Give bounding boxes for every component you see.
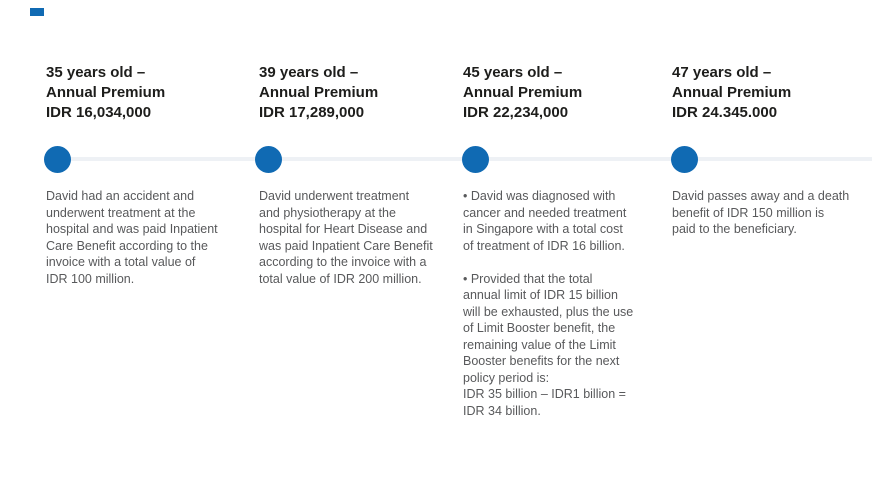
timeline-dot [44,146,71,173]
milestone-description-age-45: • David was diagnosed with cancer and ne… [463,189,634,418]
milestone-heading-age-35: 35 years old – Annual Premium IDR 16,034… [46,64,166,121]
milestone-heading-age-45: 45 years old – Annual Premium IDR 22,234… [463,64,583,121]
milestone-description-age-35: David had an accident and underwent trea… [46,189,218,286]
milestone-heading-age-39: 39 years old – Annual Premium IDR 17,289… [259,64,379,121]
milestone-description-age-47: David passes away and a death benefit of… [672,189,850,236]
milestone-description-age-39: David underwent treatment and physiother… [259,189,433,286]
timeline-dot [255,146,282,173]
timeline-dot [671,146,698,173]
brand-mark [30,8,44,16]
timeline-dot [462,146,489,173]
milestone-heading-age-47: 47 years old – Annual Premium IDR 24.345… [672,64,792,121]
